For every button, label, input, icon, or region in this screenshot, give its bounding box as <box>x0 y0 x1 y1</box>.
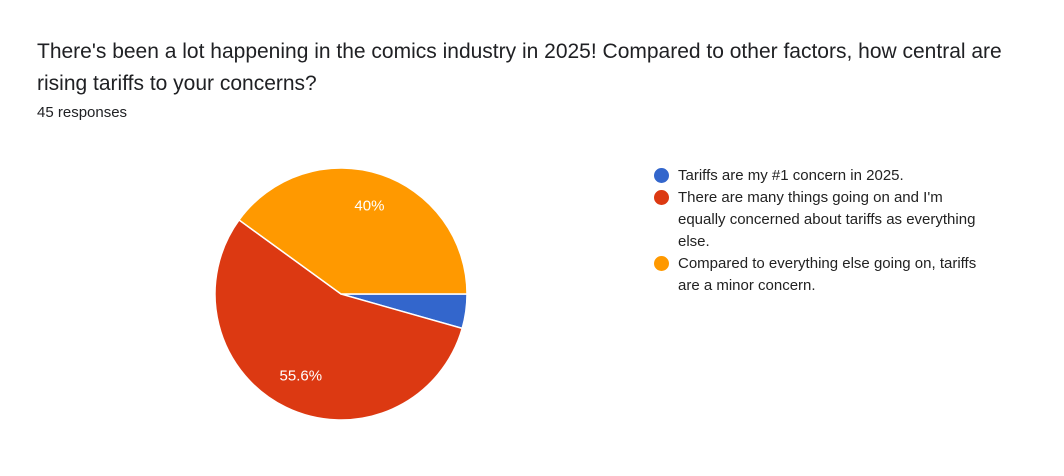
legend-label: Tariffs are my #1 concern in 2025. <box>678 167 904 184</box>
slice-label: 40% <box>354 197 384 214</box>
legend-item: There are many things going on and I'm e… <box>654 187 994 253</box>
chart-title: There's been a lot happening in the comi… <box>37 40 1002 95</box>
legend-item: Tariffs are my #1 concern in 2025. <box>654 165 994 187</box>
legend: Tariffs are my #1 concern in 2025. There … <box>654 165 994 297</box>
pie-slice <box>214 218 464 421</box>
legend-label: There are many things going on and I'm e… <box>678 189 976 250</box>
legend-swatch <box>654 190 669 205</box>
legend-item: Compared to everything else going on, ta… <box>654 253 994 297</box>
response-count: 45 responses <box>37 104 128 121</box>
slice-label: 55.6% <box>280 368 323 385</box>
legend-swatch <box>654 168 669 183</box>
pie-slice <box>238 167 468 295</box>
legend-swatch <box>654 256 669 271</box>
legend-label: Compared to everything else going on, ta… <box>678 255 977 294</box>
